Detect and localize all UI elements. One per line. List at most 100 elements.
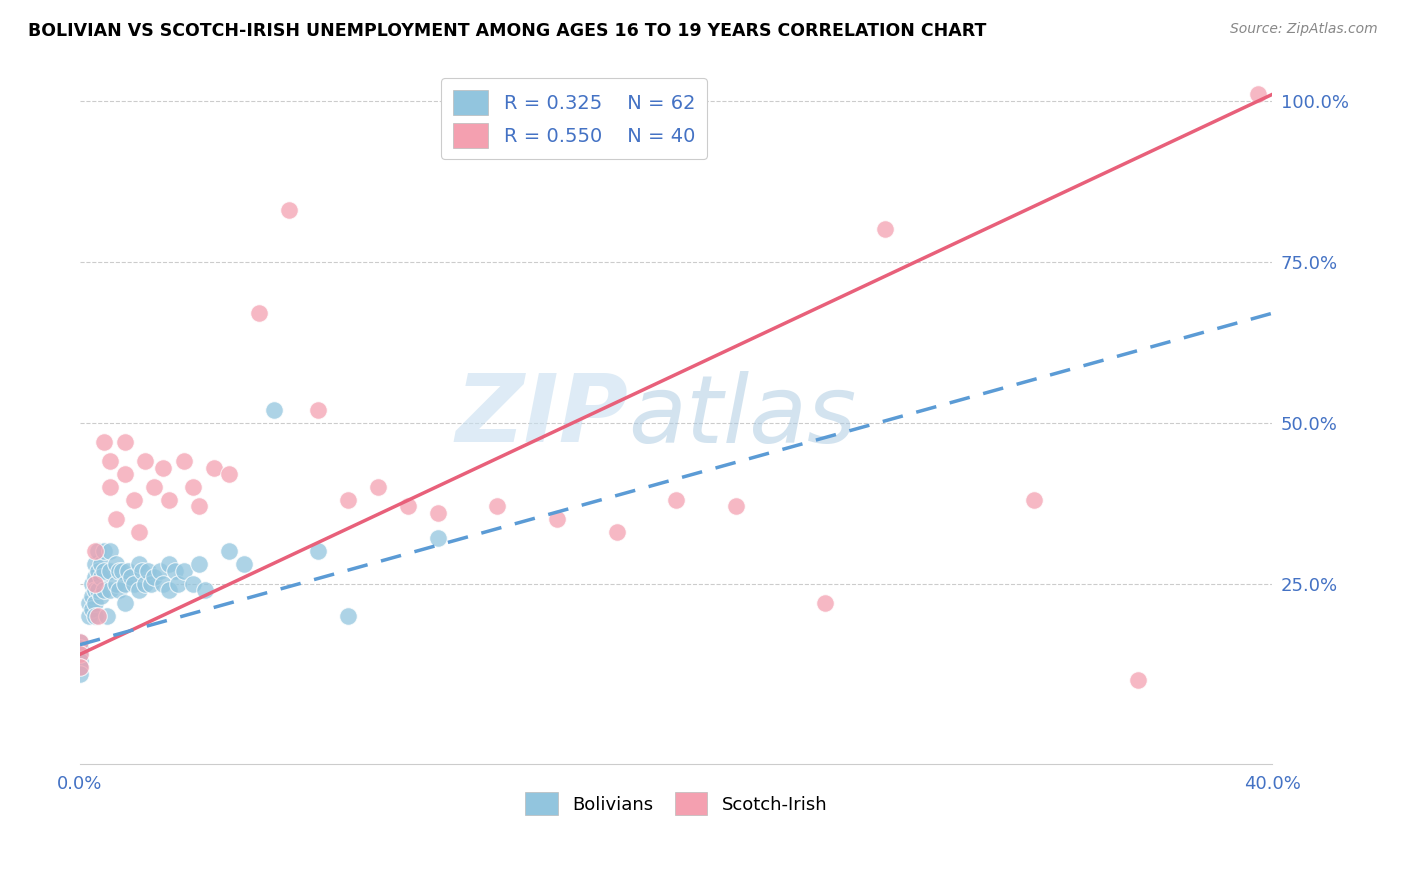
Point bbox=[277, 203, 299, 218]
Point bbox=[69, 634, 91, 648]
Point bbox=[104, 576, 127, 591]
Point bbox=[263, 402, 285, 417]
Point bbox=[128, 582, 150, 597]
Point bbox=[131, 564, 153, 578]
Point bbox=[107, 564, 129, 578]
Point bbox=[69, 654, 91, 668]
Point bbox=[665, 492, 688, 507]
Point bbox=[157, 558, 180, 572]
Point bbox=[122, 492, 145, 507]
Point bbox=[69, 634, 91, 648]
Point bbox=[426, 506, 449, 520]
Point bbox=[128, 558, 150, 572]
Point bbox=[69, 660, 91, 674]
Point bbox=[247, 306, 270, 320]
Text: ZIP: ZIP bbox=[456, 370, 628, 462]
Point bbox=[87, 564, 110, 578]
Point bbox=[232, 558, 254, 572]
Point bbox=[83, 570, 105, 584]
Point bbox=[69, 648, 91, 662]
Point bbox=[87, 582, 110, 597]
Point bbox=[367, 480, 389, 494]
Point bbox=[157, 582, 180, 597]
Point bbox=[98, 564, 121, 578]
Text: atlas: atlas bbox=[628, 371, 856, 462]
Point bbox=[157, 492, 180, 507]
Point bbox=[98, 454, 121, 468]
Point bbox=[83, 596, 105, 610]
Point bbox=[83, 576, 105, 591]
Point bbox=[69, 660, 91, 674]
Point bbox=[69, 640, 91, 655]
Point bbox=[96, 608, 118, 623]
Point bbox=[87, 608, 110, 623]
Point bbox=[396, 500, 419, 514]
Point bbox=[138, 564, 160, 578]
Point bbox=[1246, 87, 1268, 102]
Point bbox=[149, 564, 172, 578]
Point bbox=[337, 492, 360, 507]
Point bbox=[546, 512, 568, 526]
Point bbox=[77, 596, 100, 610]
Point bbox=[120, 570, 142, 584]
Point bbox=[141, 576, 163, 591]
Point bbox=[114, 576, 136, 591]
Point bbox=[173, 564, 195, 578]
Point bbox=[83, 582, 105, 597]
Point bbox=[93, 544, 115, 558]
Point bbox=[90, 558, 112, 572]
Point bbox=[606, 524, 628, 539]
Point bbox=[181, 576, 204, 591]
Text: Source: ZipAtlas.com: Source: ZipAtlas.com bbox=[1230, 22, 1378, 37]
Point bbox=[307, 544, 329, 558]
Point bbox=[724, 500, 747, 514]
Point bbox=[93, 434, 115, 449]
Point bbox=[122, 576, 145, 591]
Point bbox=[167, 576, 190, 591]
Text: BOLIVIAN VS SCOTCH-IRISH UNEMPLOYMENT AMONG AGES 16 TO 19 YEARS CORRELATION CHAR: BOLIVIAN VS SCOTCH-IRISH UNEMPLOYMENT AM… bbox=[28, 22, 987, 40]
Point bbox=[80, 576, 103, 591]
Point bbox=[486, 500, 509, 514]
Point bbox=[134, 576, 156, 591]
Legend: Bolivians, Scotch-Irish: Bolivians, Scotch-Irish bbox=[516, 783, 837, 824]
Point bbox=[202, 460, 225, 475]
Point bbox=[114, 596, 136, 610]
Point bbox=[152, 460, 174, 475]
Point bbox=[165, 564, 187, 578]
Point bbox=[93, 564, 115, 578]
Point bbox=[218, 467, 240, 482]
Point bbox=[426, 532, 449, 546]
Point bbox=[98, 544, 121, 558]
Point bbox=[83, 544, 105, 558]
Point bbox=[80, 590, 103, 604]
Point bbox=[1022, 492, 1045, 507]
Point bbox=[83, 558, 105, 572]
Point bbox=[307, 402, 329, 417]
Point bbox=[188, 500, 211, 514]
Point bbox=[87, 544, 110, 558]
Point bbox=[83, 608, 105, 623]
Point bbox=[128, 524, 150, 539]
Point bbox=[134, 454, 156, 468]
Point bbox=[117, 564, 139, 578]
Point bbox=[114, 434, 136, 449]
Point bbox=[143, 570, 166, 584]
Point bbox=[90, 570, 112, 584]
Point bbox=[110, 564, 132, 578]
Point bbox=[69, 666, 91, 681]
Point bbox=[814, 596, 837, 610]
Point bbox=[104, 512, 127, 526]
Point bbox=[98, 480, 121, 494]
Point bbox=[114, 467, 136, 482]
Point bbox=[181, 480, 204, 494]
Point bbox=[107, 582, 129, 597]
Point bbox=[77, 608, 100, 623]
Point bbox=[194, 582, 217, 597]
Point bbox=[873, 222, 896, 236]
Point bbox=[173, 454, 195, 468]
Point bbox=[1128, 673, 1150, 687]
Point bbox=[152, 576, 174, 591]
Point bbox=[69, 648, 91, 662]
Point bbox=[337, 608, 360, 623]
Point bbox=[93, 582, 115, 597]
